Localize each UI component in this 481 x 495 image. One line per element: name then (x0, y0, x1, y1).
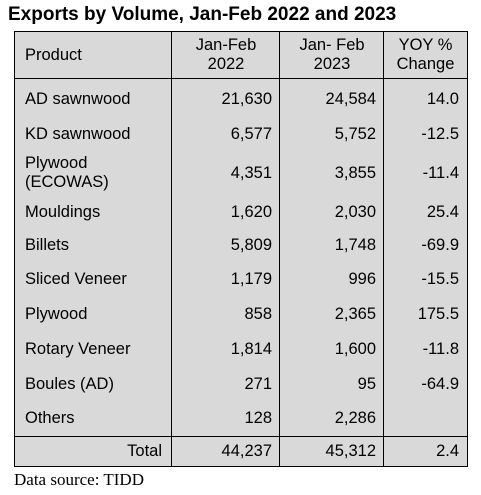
product-cell: AD sawnwood (25, 90, 131, 108)
value-2022-cell: 6,577 (230, 124, 272, 143)
product-cell: Plywood (25, 305, 88, 323)
value-2022-cell: 1,179 (230, 270, 272, 288)
value-2023-cell: 2,365 (334, 305, 376, 323)
table-row: Others 128 2,286 (15, 401, 467, 435)
product-cell: Boules (AD) (25, 374, 114, 393)
header-divider (15, 78, 467, 79)
value-2022-cell: 271 (244, 374, 272, 393)
product-cell: Plywood (ECOWAS) (15, 151, 172, 195)
yoy-cell: -11.8 (422, 340, 459, 358)
column-divider (171, 32, 172, 466)
value-2022-cell: 21,630 (221, 90, 272, 108)
total-yoy-cell: 2.4 (436, 442, 459, 460)
table-row: Plywood 858 2,365 175.5 (15, 297, 467, 332)
product-cell: Mouldings (25, 202, 101, 221)
table-row: Sliced Veneer 1,179 996 -15.5 (15, 262, 467, 297)
value-2023-cell: 2,030 (334, 202, 376, 221)
product-cell: KD sawnwood (25, 124, 131, 143)
table-row: AD sawnwood 21,630 24,584 14.0 (15, 82, 467, 117)
header-product: Product (25, 45, 82, 64)
value-2022-cell: 1,620 (230, 202, 272, 221)
header-jan-feb-2023-line1: Jan- Feb (299, 36, 365, 54)
yoy-cell: -11.4 (422, 163, 459, 182)
value-2023-cell: 95 (357, 374, 376, 393)
yoy-cell: 175.5 (417, 305, 459, 323)
product-cell: Rotary Veneer (25, 340, 131, 358)
value-2023-cell: 24,584 (325, 90, 376, 108)
total-divider (15, 436, 467, 437)
header-jan-feb-2023-line2: 2023 (313, 55, 351, 73)
value-2023-cell: 3,855 (334, 163, 376, 182)
yoy-cell: -15.5 (421, 270, 459, 288)
exports-table: Product Jan-Feb 2022 Jan- Feb 2023 YOY %… (14, 31, 468, 467)
table-row: Mouldings 1,620 2,030 25.4 (15, 195, 467, 229)
header-jan-feb-2022: Jan-Feb 2022 (172, 32, 280, 78)
product-cell: Billets (25, 236, 70, 254)
yoy-cell: 25.4 (426, 202, 459, 221)
value-2022-cell: 1,814 (230, 340, 272, 358)
value-2023-cell: 1,600 (334, 340, 376, 358)
column-divider (383, 32, 384, 466)
table-row: Billets 5,809 1,748 -69.9 (15, 229, 467, 262)
value-2023-cell: 1,748 (334, 236, 376, 254)
product-cell: Sliced Veneer (25, 270, 127, 288)
table-row: Boules (AD) 271 95 -64.9 (15, 367, 467, 401)
total-label: Total (127, 442, 162, 460)
header-yoy-line1: YOY % (398, 36, 453, 54)
total-2022-cell: 44,237 (221, 442, 272, 460)
table-row: KD sawnwood 6,577 5,752 -12.5 (15, 117, 467, 151)
value-2023-cell: 5,752 (334, 124, 376, 143)
value-2022-cell: 5,809 (230, 236, 272, 254)
header-row: Product Jan-Feb 2022 Jan- Feb 2023 YOY %… (15, 32, 467, 78)
yoy-cell: -64.9 (421, 374, 459, 393)
header-yoy-change: YOY % Change (384, 32, 467, 78)
product-line2: (ECOWAS) (25, 173, 109, 191)
header-jan-feb-2022-line1: Jan-Feb (195, 36, 257, 54)
product-line1: Plywood (25, 154, 88, 172)
yoy-cell: -69.9 (421, 236, 459, 254)
column-divider (279, 32, 280, 466)
value-2022-cell: 858 (244, 305, 272, 323)
yoy-cell (384, 401, 467, 435)
header-jan-feb-2022-line2: 2022 (207, 55, 245, 73)
table-title: Exports by Volume, Jan-Feb 2022 and 2023 (8, 4, 397, 25)
table-row: Rotary Veneer 1,814 1,600 -11.8 (15, 332, 467, 367)
yoy-cell: -12.5 (421, 124, 459, 143)
table-row: Plywood (ECOWAS) 4,351 3,855 -11.4 (15, 151, 467, 195)
value-2023-cell: 996 (348, 270, 376, 288)
value-2022-cell: 4,351 (230, 163, 272, 182)
value-2022-cell: 128 (244, 408, 272, 427)
data-source-note: Data source: TIDD (14, 470, 144, 489)
total-row: Total 44,237 45,312 2.4 (15, 437, 467, 466)
total-2023-cell: 45,312 (325, 442, 376, 460)
header-jan-feb-2023: Jan- Feb 2023 (280, 32, 384, 78)
value-2023-cell: 2,286 (334, 408, 376, 427)
yoy-cell: 14.0 (426, 90, 459, 108)
header-yoy-line2: Change (396, 55, 455, 73)
product-cell: Others (25, 408, 75, 427)
